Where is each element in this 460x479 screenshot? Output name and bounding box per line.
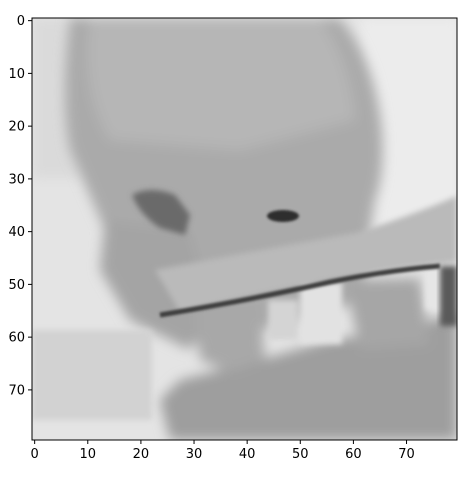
y-axis: 0 10 20 30 40 50 60 70: [8, 14, 32, 398]
x-tick-label: 30: [186, 447, 203, 462]
x-tick-label: 0: [31, 447, 39, 462]
x-tick-label: 60: [345, 447, 362, 462]
x-tick-label: 50: [292, 447, 309, 462]
y-tick-label: 70: [8, 383, 25, 398]
x-tick-label: 40: [239, 447, 256, 462]
x-tick-label: 20: [133, 447, 150, 462]
x-tick-label: 10: [80, 447, 97, 462]
axes-frame: [31, 17, 458, 441]
y-tick-label: 10: [8, 67, 25, 82]
y-tick-label: 50: [8, 278, 25, 293]
y-tick-label: 40: [8, 225, 25, 240]
y-tick-label: 0: [17, 14, 25, 29]
y-tick-label: 60: [8, 331, 25, 346]
y-tick-label: 30: [8, 172, 25, 187]
y-tick-label: 20: [8, 120, 25, 135]
x-axis: 0 10 20 30 40 50 60 70: [31, 440, 415, 462]
x-tick-label: 70: [398, 447, 415, 462]
photo-image: [32, 18, 457, 440]
